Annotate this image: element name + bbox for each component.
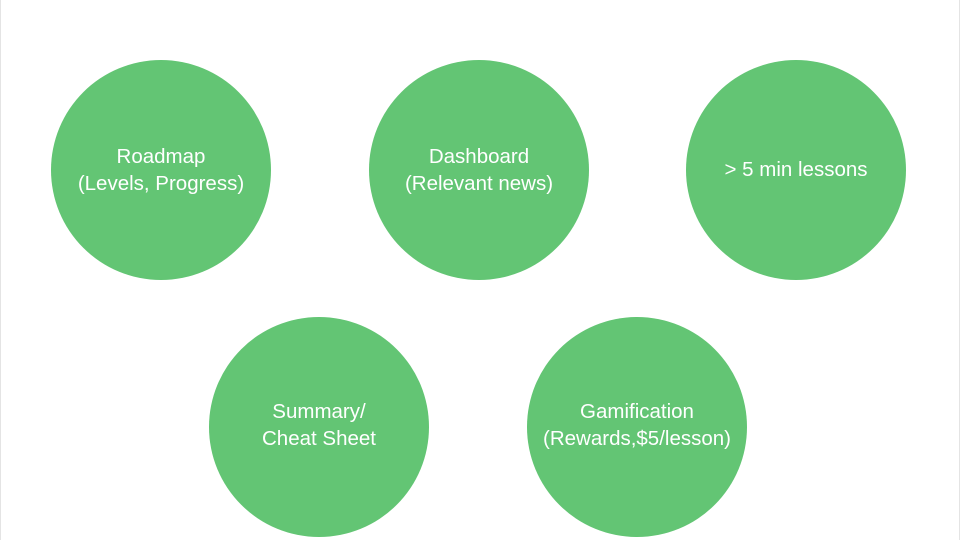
roadmap-node: Roadmap (Levels, Progress): [51, 60, 271, 280]
dashboard-node: Dashboard (Relevant news): [369, 60, 589, 280]
node-title: Roadmap: [116, 145, 206, 168]
node-title: Dashboard: [428, 145, 530, 168]
node-subtitle: (Relevant news): [404, 172, 554, 195]
node-subtitle: (Rewards,$5/lesson): [543, 427, 731, 450]
summary-cheat-sheet-node: Summary/ Cheat Sheet: [209, 317, 429, 537]
node-subtitle: Cheat Sheet: [262, 427, 376, 450]
gamification-node: Gamification (Rewards,$5/lesson): [527, 317, 747, 537]
short-lessons-node: > 5 min lessons: [686, 60, 906, 280]
node-title: Summary/: [272, 400, 366, 423]
node-title: > 5 min lessons: [724, 157, 868, 181]
node-title: Gamification: [580, 400, 694, 423]
node-subtitle: (Levels, Progress): [77, 172, 245, 195]
